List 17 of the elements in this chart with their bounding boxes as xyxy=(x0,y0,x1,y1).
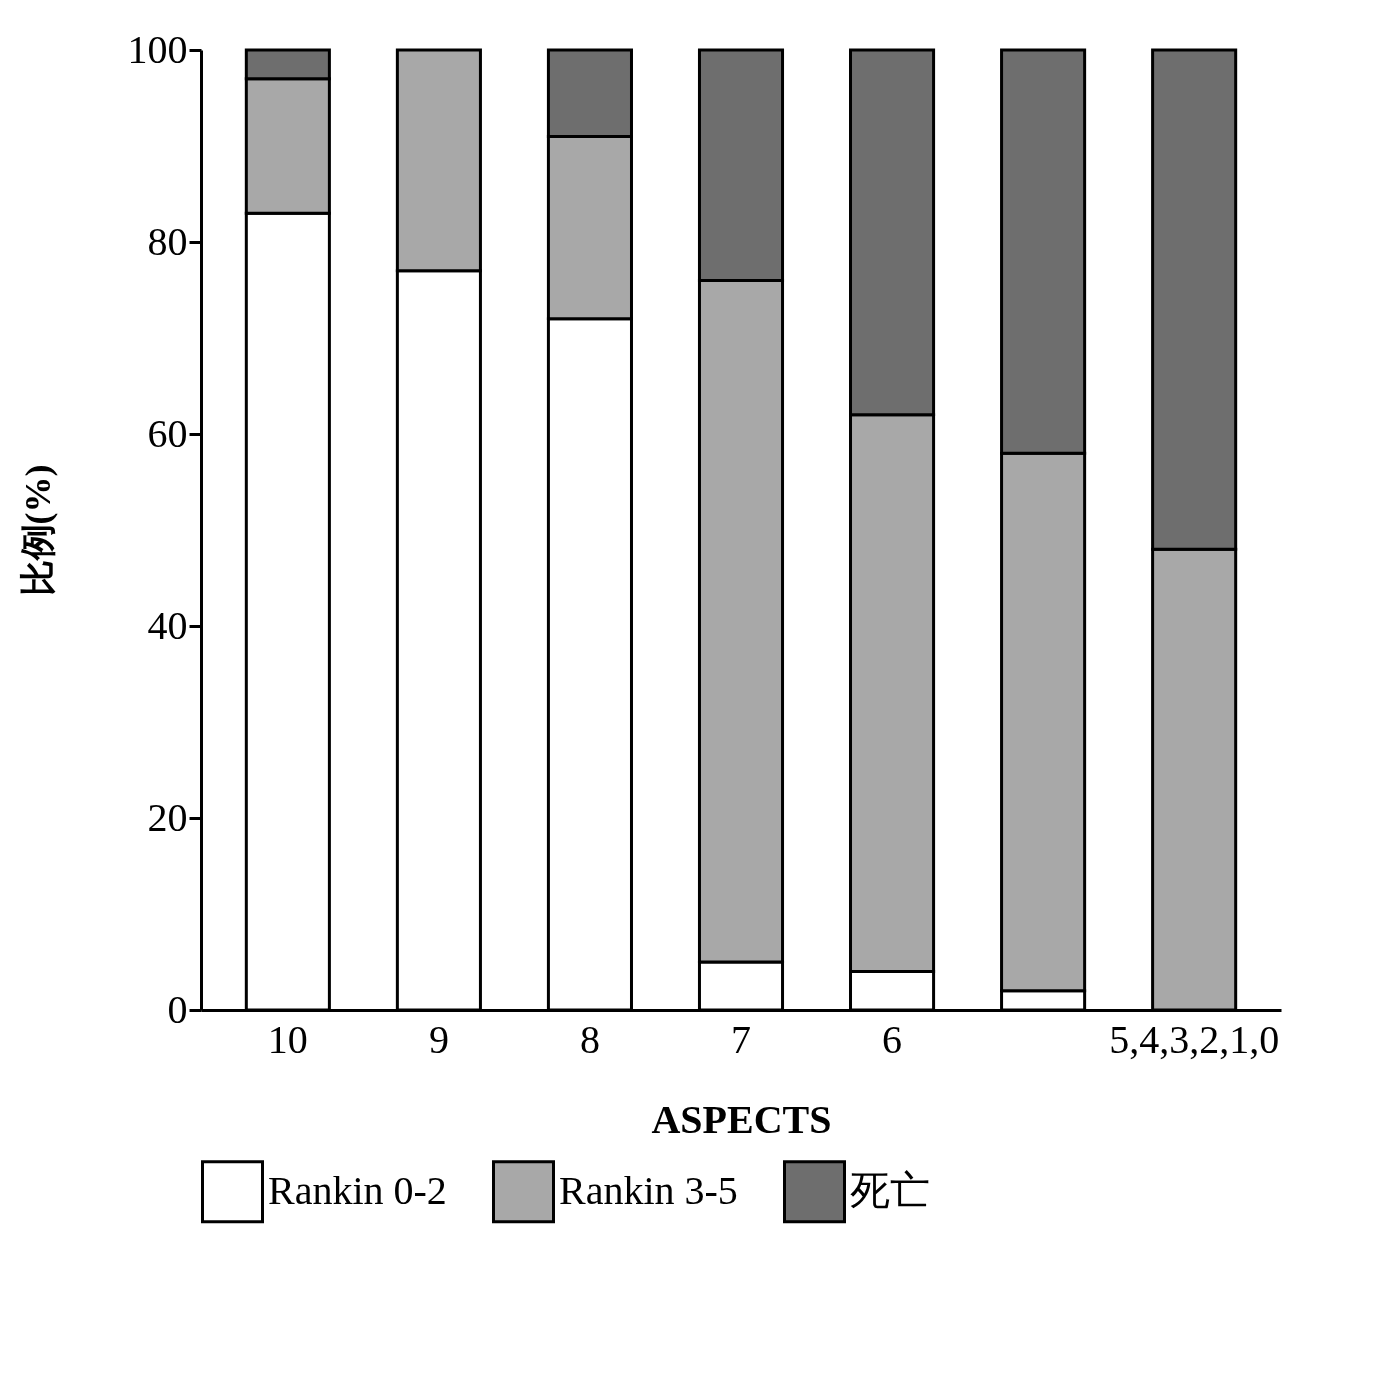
legend-label: Rankin 3-5 xyxy=(559,1167,738,1213)
x-tick-label: 7 xyxy=(731,1016,751,1062)
x-axis-title: ASPECTS xyxy=(651,1096,832,1142)
y-tick-label: 80 xyxy=(147,218,188,264)
y-tick-label: 20 xyxy=(147,794,188,840)
y-axis-title: 比例(%) xyxy=(17,464,58,597)
y-tick-label: 60 xyxy=(147,410,188,456)
x-tick-label: 5,4,3,2,1,0 xyxy=(1109,1016,1280,1062)
y-tick-label: 40 xyxy=(147,602,188,648)
x-tick-label: 6 xyxy=(882,1016,903,1062)
x-tick-label: 9 xyxy=(428,1016,449,1062)
x-tick-label: 10 xyxy=(267,1016,308,1062)
legend-label: 死亡 xyxy=(850,1167,930,1213)
y-tick-label: 100 xyxy=(127,26,188,72)
legend-label: Rankin 0-2 xyxy=(268,1167,447,1213)
x-tick-label: 8 xyxy=(579,1016,600,1062)
y-tick-label: 0 xyxy=(167,986,188,1032)
